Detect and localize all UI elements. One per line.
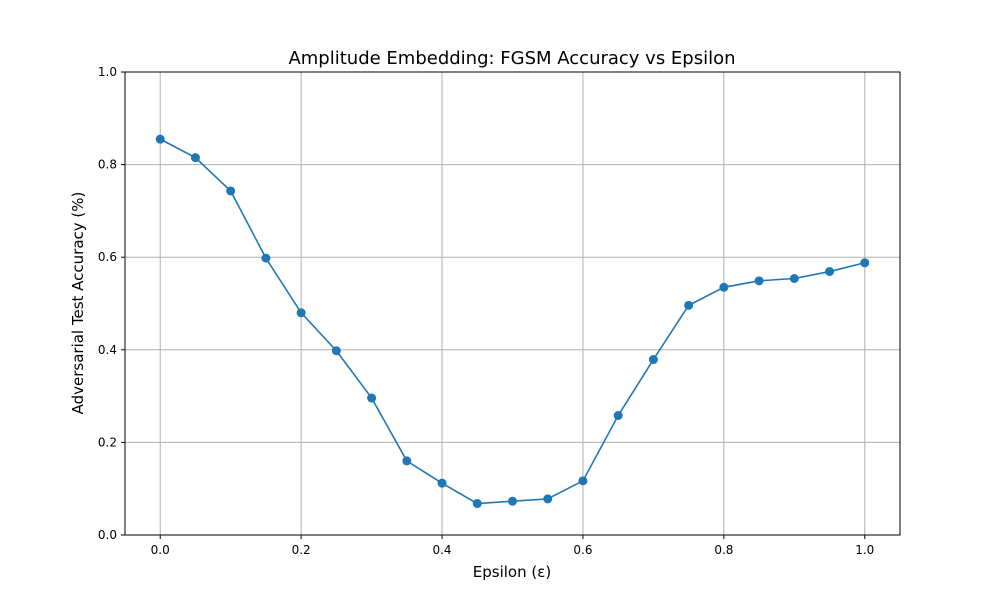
data-point xyxy=(331,346,341,356)
x-tick-label: 0.8 xyxy=(714,543,733,557)
data-point xyxy=(825,267,835,277)
x-axis-label: Epsilon (ε) xyxy=(473,563,551,581)
data-point xyxy=(508,496,517,506)
data-point xyxy=(684,300,694,310)
data-point xyxy=(860,258,870,268)
x-tick-label: 0.0 xyxy=(151,543,170,557)
data-point xyxy=(226,186,236,196)
data-point xyxy=(754,276,764,286)
y-tick-label: 0.6 xyxy=(98,250,117,264)
data-point xyxy=(543,494,553,504)
data-point xyxy=(613,411,623,421)
y-tick-label: 1.0 xyxy=(98,65,117,79)
y-tick-label: 0.4 xyxy=(98,343,117,357)
data-point xyxy=(437,478,447,488)
data-point xyxy=(296,308,306,318)
data-point xyxy=(472,499,482,509)
data-point xyxy=(190,153,200,163)
data-point xyxy=(648,355,658,365)
series xyxy=(155,134,870,509)
data-point xyxy=(367,393,377,403)
data-point xyxy=(578,476,588,486)
y-tick-label: 0.8 xyxy=(98,158,117,172)
x-tick-label: 0.4 xyxy=(432,543,451,557)
x-tick-label: 1.0 xyxy=(855,543,874,557)
data-point xyxy=(261,253,271,263)
y-axis-label: Adversarial Test Accuracy (%) xyxy=(69,192,87,415)
data-point xyxy=(789,273,799,283)
data-point xyxy=(402,456,412,466)
chart-title: Amplitude Embedding: FGSM Accuracy vs Ep… xyxy=(288,48,735,69)
y-tick-label: 0.2 xyxy=(98,435,117,449)
ticks: 0.0 0.2 0.4 0.6 0.8 1.0 0.0 0.2 0.4 0.6 0.8 1.0 xyxy=(98,65,874,557)
y-tick-label: 0.0 xyxy=(98,528,117,542)
x-tick-label: 0.6 xyxy=(573,543,592,557)
plot-frame xyxy=(124,71,901,536)
data-point xyxy=(719,282,729,292)
x-tick-label: 0.2 xyxy=(292,543,311,557)
data-point xyxy=(155,134,165,144)
